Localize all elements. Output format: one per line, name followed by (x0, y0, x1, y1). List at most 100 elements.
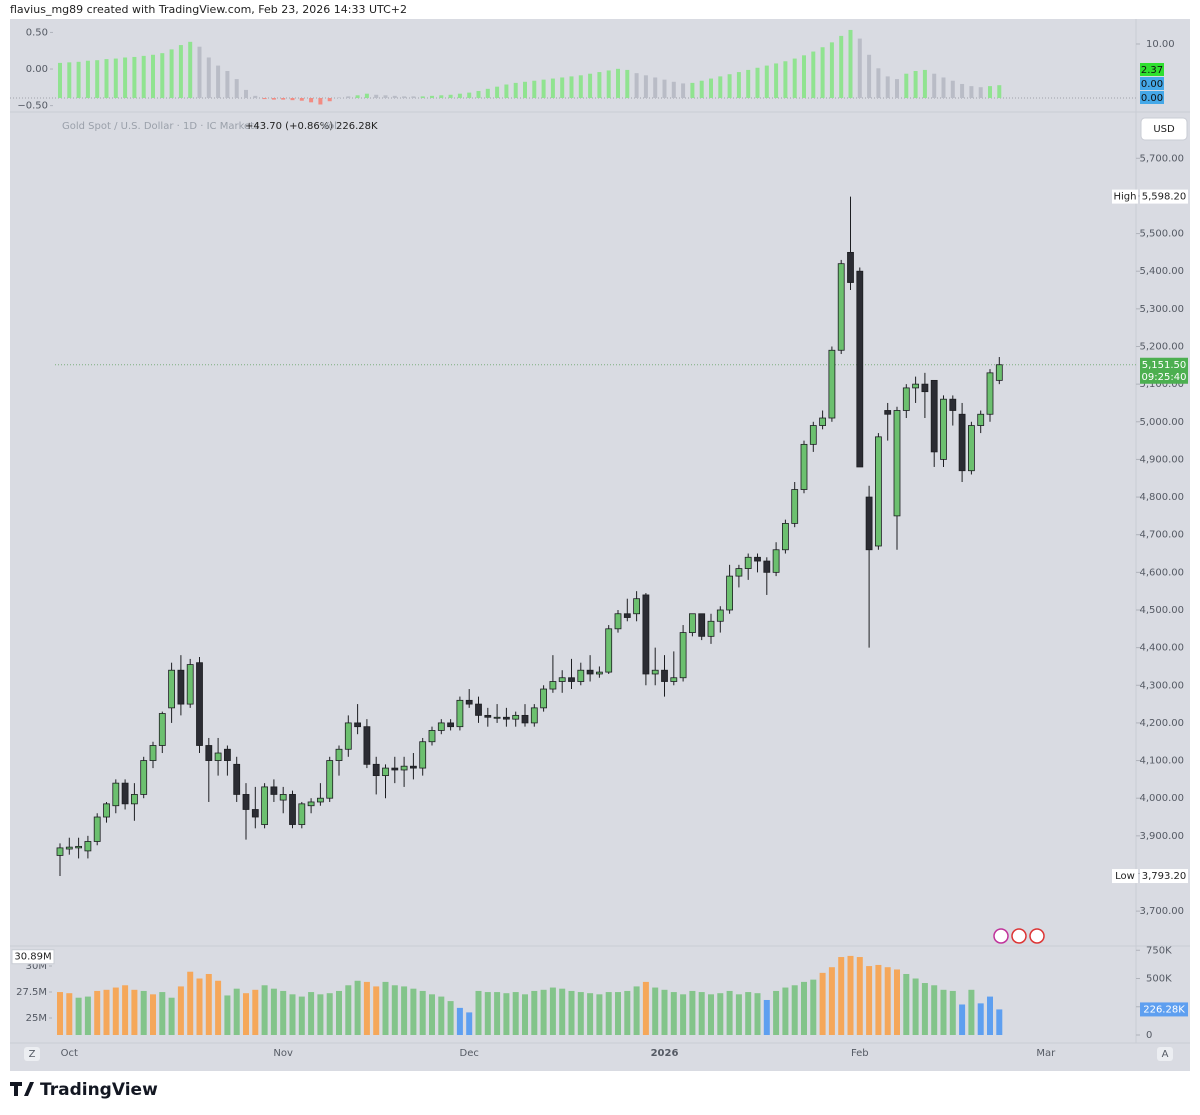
volume-bar (252, 989, 259, 1035)
marker-label-box (1112, 869, 1138, 884)
currency-button[interactable] (1140, 117, 1188, 141)
marker-value-box (1140, 869, 1188, 884)
volume-bar (336, 990, 342, 1035)
volume-tick-label: 500K (1146, 974, 1172, 985)
candle-body (372, 763, 380, 777)
volume-bar (270, 988, 277, 1035)
volume-bar (196, 978, 203, 1035)
event-icon[interactable] (993, 928, 1009, 944)
candle-body (977, 413, 985, 426)
event-icon[interactable] (1029, 928, 1045, 944)
x-tick-label: 2026 (651, 1048, 679, 1059)
y-tick-label: −0.50 (17, 101, 48, 112)
candle-body (596, 671, 603, 675)
candle-body (214, 752, 222, 761)
oscillator-bar (829, 42, 834, 99)
volume-bar (205, 973, 212, 1035)
price-tick-label: 4,400.00 (1139, 643, 1184, 654)
volume-bar (745, 992, 752, 1035)
oscillator-bar (383, 95, 388, 99)
x-tick-label: Dec (460, 1048, 479, 1059)
oscillator-bar (523, 81, 527, 99)
candle-body (196, 662, 203, 746)
oscillator-bar (271, 98, 276, 100)
candle-body (242, 794, 250, 810)
zoom-button[interactable] (24, 1047, 40, 1061)
marker-value-box (1140, 189, 1188, 204)
oscillator-bar (374, 94, 379, 99)
candle-body (623, 613, 631, 618)
marker-label: Low (1115, 871, 1135, 882)
auto-scale-glyph[interactable]: A (1162, 1049, 1169, 1060)
y2-tick-label: 10.00 (1146, 39, 1175, 50)
volume-bar (475, 990, 482, 1035)
oscillator-bar (113, 58, 118, 99)
oscillator-bar (467, 92, 472, 99)
ma-tick-label: 25M (26, 1013, 47, 1024)
oscillator-bar (411, 96, 416, 99)
candle-body (707, 620, 715, 637)
volume-bar (401, 986, 408, 1035)
volume-bar (363, 981, 370, 1035)
volume-bar (456, 1007, 463, 1035)
volume-bar (261, 985, 268, 1035)
volume-tick-label: 750K (1146, 945, 1172, 956)
price-change: +43.70 (+0.86%) (245, 121, 333, 132)
oscillator-bar (495, 86, 500, 99)
oscillator-bar (709, 78, 713, 99)
candle-body (289, 794, 296, 825)
candle-body (363, 726, 371, 765)
oscillator-bar (681, 83, 686, 99)
oscillator-bar (290, 98, 295, 101)
volume-bar (66, 993, 73, 1035)
marker-label: High (1114, 192, 1137, 203)
price-tick-label: 5,400.00 (1139, 266, 1184, 277)
candle-body (475, 703, 482, 716)
oscillator-bar (839, 35, 844, 99)
oscillator-bar (216, 65, 221, 99)
oscillator-bar (476, 90, 481, 99)
y-tick-label: 0.50 (26, 27, 48, 38)
oscillator-bar (132, 56, 137, 99)
event-icon[interactable] (1011, 928, 1027, 944)
volume-bar (828, 967, 835, 1035)
currency-label[interactable]: USD (1153, 124, 1175, 135)
candle-body (326, 760, 334, 799)
oscillator-bar (988, 86, 992, 99)
candle-body (995, 364, 1003, 381)
price-tick-label: 4,200.00 (1139, 718, 1184, 729)
candle-body (716, 609, 724, 622)
volume-bar (959, 1004, 966, 1035)
oscillator-bar (485, 88, 490, 99)
candle-body (819, 417, 826, 426)
candle-body (558, 677, 566, 682)
volume-bar (57, 992, 63, 1035)
price-tick-label: 4,800.00 (1139, 492, 1184, 503)
candle-body (772, 549, 780, 573)
candle-body (233, 763, 241, 795)
oscillator-bar (253, 95, 258, 99)
candle-body (456, 699, 464, 728)
candle-body (902, 387, 910, 411)
footer-brand: TradingView (40, 1080, 158, 1100)
candle-body (577, 669, 585, 682)
volume-bar (494, 992, 501, 1035)
zoom-button-glyph[interactable]: Z (29, 1049, 36, 1060)
oscillator-bar (653, 77, 658, 99)
last-value-label: 0.00 (1141, 93, 1163, 104)
volume-bar (912, 978, 919, 1035)
candle-body (335, 748, 343, 761)
volume-bar (559, 988, 566, 1035)
volume-bar (587, 993, 594, 1035)
candle-body (540, 688, 547, 709)
candle-body (409, 765, 417, 769)
volume-bar (382, 981, 389, 1035)
oscillator-bar (457, 93, 462, 99)
auto-scale-button[interactable] (1157, 1047, 1173, 1061)
candle-body (605, 628, 613, 673)
candle-body (316, 797, 324, 803)
event-icons[interactable] (993, 928, 1045, 944)
volume-bar (856, 957, 863, 1035)
oscillator-bar (560, 77, 565, 99)
candle-body (75, 845, 82, 849)
